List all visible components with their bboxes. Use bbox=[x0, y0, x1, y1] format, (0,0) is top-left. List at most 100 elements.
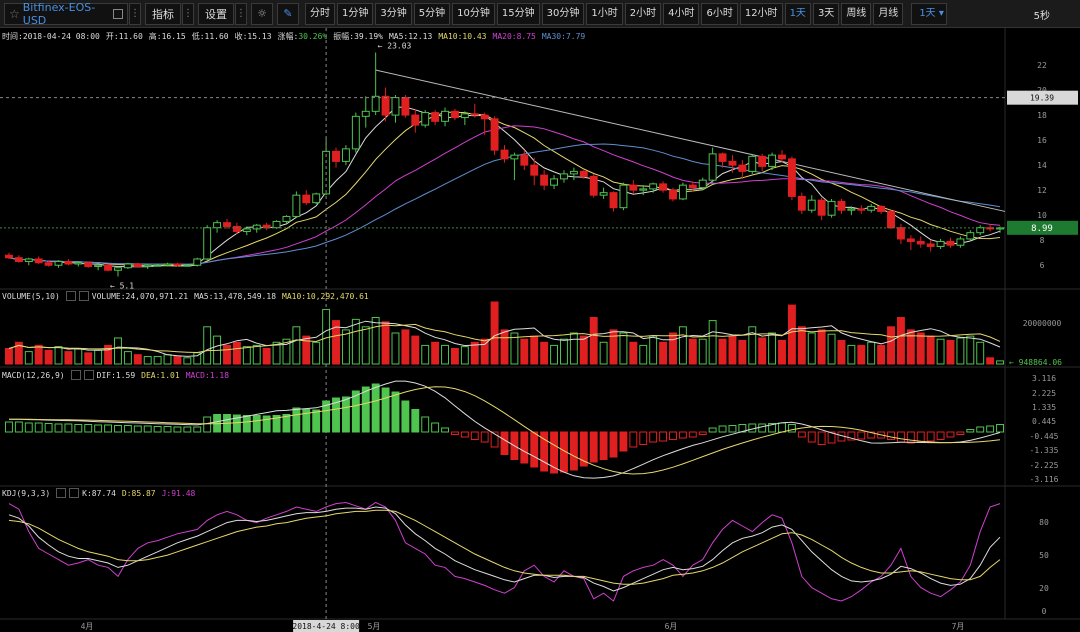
volume-bar[interactable] bbox=[133, 354, 142, 365]
volume-bar[interactable] bbox=[381, 321, 390, 365]
candle[interactable] bbox=[946, 240, 955, 246]
candle[interactable] bbox=[778, 154, 786, 160]
candle[interactable] bbox=[470, 113, 479, 116]
volume-bar[interactable] bbox=[74, 348, 83, 365]
candle[interactable] bbox=[758, 155, 767, 167]
popout-icon[interactable] bbox=[113, 8, 123, 19]
volume-bar[interactable] bbox=[738, 339, 747, 365]
candle[interactable] bbox=[500, 149, 509, 160]
volume-bar[interactable] bbox=[797, 326, 806, 365]
candle[interactable] bbox=[639, 188, 648, 191]
indicators-more-icon[interactable]: ⋮ bbox=[182, 2, 194, 25]
period-tab-0[interactable]: 分时 bbox=[305, 2, 335, 25]
volume-bar[interactable] bbox=[163, 354, 172, 365]
volume-bar[interactable] bbox=[510, 332, 519, 365]
candle[interactable] bbox=[262, 224, 271, 229]
volume-bar[interactable] bbox=[560, 338, 568, 365]
volume-bar[interactable] bbox=[569, 332, 578, 365]
volume-bar[interactable] bbox=[867, 341, 876, 365]
candle[interactable] bbox=[728, 160, 737, 166]
candle[interactable] bbox=[887, 210, 895, 229]
volume-bar[interactable] bbox=[282, 338, 291, 365]
candle[interactable] bbox=[550, 178, 559, 186]
period-tab-11[interactable]: 12小时 bbox=[739, 2, 783, 25]
settings-more-icon[interactable]: ⋮ bbox=[235, 2, 247, 25]
period-tab-12[interactable]: 1天 bbox=[784, 2, 811, 25]
volume-bar[interactable] bbox=[34, 344, 43, 365]
candle[interactable] bbox=[450, 110, 459, 119]
volume-bar[interactable] bbox=[678, 326, 687, 365]
period-tab-14[interactable]: 周线 bbox=[841, 2, 872, 25]
candle[interactable] bbox=[966, 232, 975, 240]
settings-button[interactable]: 设置 bbox=[198, 2, 234, 25]
volume-bar[interactable] bbox=[896, 317, 905, 365]
candle[interactable] bbox=[104, 264, 113, 271]
volume-bar[interactable] bbox=[669, 332, 677, 365]
volume-bar[interactable] bbox=[857, 344, 866, 365]
draw-tool-icon[interactable]: ✎ bbox=[277, 2, 299, 25]
candle[interactable] bbox=[44, 262, 53, 266]
volume-bar[interactable] bbox=[778, 339, 786, 365]
candle[interactable] bbox=[748, 155, 757, 172]
candle[interactable] bbox=[629, 184, 638, 191]
candle[interactable] bbox=[906, 238, 915, 242]
volume-bar[interactable] bbox=[312, 341, 321, 365]
volume-bar[interactable] bbox=[688, 338, 697, 365]
period-tab-13[interactable]: 3天 bbox=[812, 2, 840, 25]
volume-bar[interactable] bbox=[500, 329, 509, 365]
volume-bar[interactable] bbox=[877, 344, 886, 365]
volume-bar[interactable] bbox=[639, 344, 648, 365]
volume-bar[interactable] bbox=[292, 326, 301, 365]
candle[interactable] bbox=[569, 170, 578, 175]
volume-bar[interactable] bbox=[421, 344, 430, 365]
volume-bar[interactable] bbox=[54, 346, 63, 365]
candle[interactable] bbox=[203, 227, 212, 260]
candle[interactable] bbox=[173, 263, 182, 266]
candle[interactable] bbox=[371, 95, 380, 112]
period-tab-7[interactable]: 1小时 bbox=[586, 2, 623, 25]
volume-bar[interactable] bbox=[619, 332, 628, 365]
candle[interactable] bbox=[401, 97, 410, 116]
volume-bar[interactable] bbox=[926, 335, 935, 365]
candle[interactable] bbox=[34, 258, 43, 264]
volume-bar[interactable] bbox=[629, 341, 638, 365]
period-tab-2[interactable]: 3分钟 bbox=[375, 2, 412, 25]
candle[interactable] bbox=[986, 227, 995, 230]
candle[interactable] bbox=[302, 194, 311, 204]
candle[interactable] bbox=[669, 189, 677, 200]
volume-close-icon[interactable] bbox=[78, 291, 89, 301]
candle[interactable] bbox=[976, 227, 985, 234]
volume-bar[interactable] bbox=[450, 348, 459, 365]
brightness-icon[interactable]: ☼ bbox=[251, 2, 273, 25]
volume-bar[interactable] bbox=[837, 339, 846, 365]
volume-bar[interactable] bbox=[916, 332, 925, 365]
candle[interactable] bbox=[411, 114, 420, 126]
period-tab-10[interactable]: 6小时 bbox=[701, 2, 738, 25]
volume-bar[interactable] bbox=[996, 360, 1005, 365]
candle[interactable] bbox=[381, 95, 390, 116]
candle[interactable] bbox=[797, 195, 806, 211]
candle[interactable] bbox=[341, 148, 350, 162]
volume-bar[interactable] bbox=[361, 326, 370, 365]
volume-bar[interactable] bbox=[64, 351, 73, 365]
candle[interactable] bbox=[460, 113, 469, 119]
volume-bar[interactable] bbox=[24, 351, 33, 365]
period-tab-3[interactable]: 5分钟 bbox=[413, 2, 451, 25]
volume-bar[interactable] bbox=[649, 335, 658, 365]
candle[interactable] bbox=[520, 154, 529, 166]
volume-bar[interactable] bbox=[946, 339, 955, 365]
volume-bar[interactable] bbox=[104, 344, 113, 365]
candle[interactable] bbox=[292, 194, 301, 217]
volume-bar[interactable] bbox=[956, 337, 965, 365]
volume-bar[interactable] bbox=[411, 335, 420, 365]
volume-bar[interactable] bbox=[599, 341, 608, 365]
candle[interactable] bbox=[688, 184, 697, 189]
kdj-close-icon[interactable] bbox=[69, 488, 80, 498]
period-tab-8[interactable]: 2小时 bbox=[624, 2, 662, 25]
candle[interactable] bbox=[223, 222, 231, 227]
volume-bar[interactable] bbox=[123, 351, 132, 365]
volume-bar[interactable] bbox=[203, 326, 212, 365]
volume-bar[interactable] bbox=[460, 346, 469, 365]
candle[interactable] bbox=[431, 112, 440, 122]
candle[interactable] bbox=[74, 262, 83, 265]
